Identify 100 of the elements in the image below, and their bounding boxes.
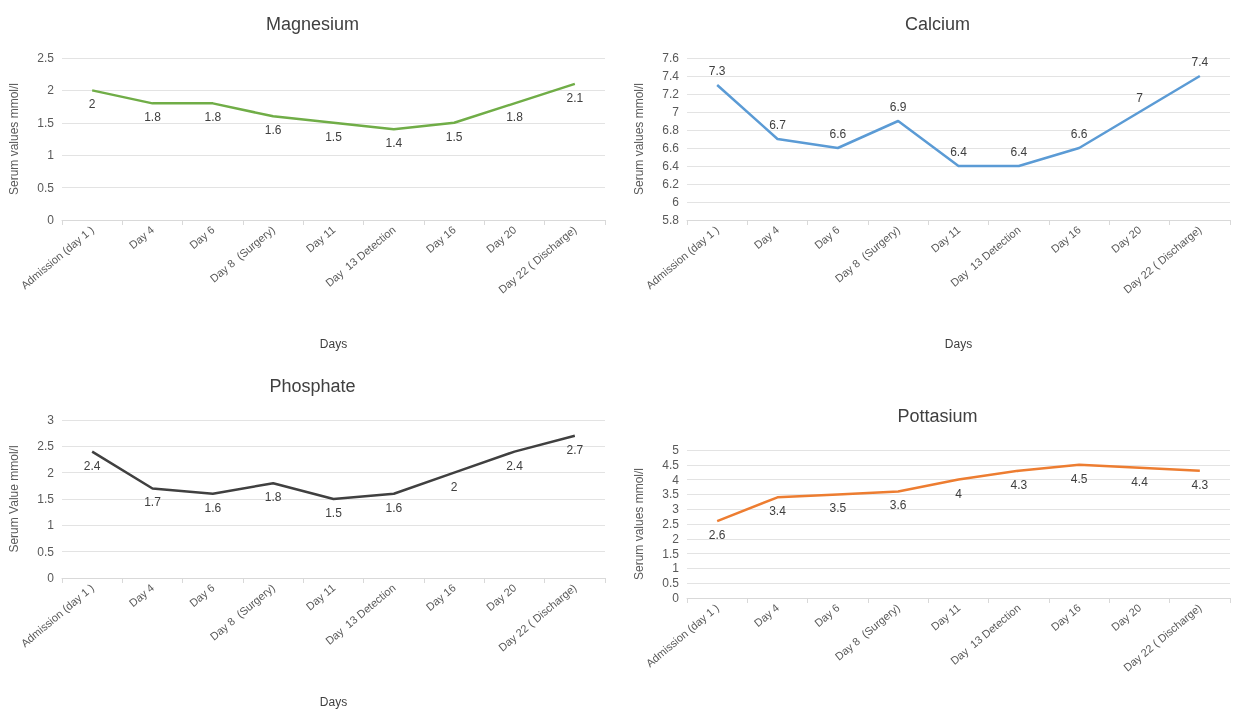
data-label: 1.7 [144, 495, 162, 510]
y-tick-label: 2 [47, 83, 55, 98]
x-axis-title: Days [319, 695, 348, 709]
x-tick-label: Day 16 [1048, 601, 1084, 634]
y-tick-label: 0 [47, 213, 55, 227]
y-tick-label: 1 [47, 148, 55, 163]
data-label: 6.9 [889, 100, 907, 114]
x-tick-label: Day 20 [1108, 223, 1144, 256]
y-tick-label: 2 [47, 465, 55, 480]
y-axis-title: Serum values mmol/l [7, 82, 21, 196]
data-label: 6.6 [1070, 127, 1088, 141]
x-tick-label: Day 16 [423, 223, 459, 256]
chart-title: Pottasium [897, 406, 978, 426]
data-label: 1.5 [325, 506, 343, 520]
chart-title: Calcium [904, 14, 971, 34]
x-axis-title: Days [944, 337, 973, 351]
y-tick-label: 2 [672, 531, 680, 546]
data-label: 4.5 [1070, 471, 1088, 486]
y-tick-label: 1.5 [662, 546, 680, 561]
y-tick-label: 1 [672, 561, 680, 576]
y-tick-label: 6.8 [662, 123, 680, 137]
chart-title: Phosphate [269, 376, 356, 396]
data-label: 1.8 [506, 110, 524, 125]
data-label: 1.5 [325, 129, 343, 144]
data-label: 1.4 [385, 136, 403, 151]
y-tick-label: 6.4 [662, 159, 680, 173]
x-tick-label: Day 6 [811, 223, 842, 252]
x-tick-label: Day 4 [126, 223, 157, 252]
x-tick-label: Day 6 [186, 581, 217, 610]
y-tick-label: 5 [672, 443, 680, 457]
y-tick-label: 3.5 [662, 487, 680, 502]
x-tick-label: Day 6 [811, 601, 842, 630]
x-tick-label: Day 4 [126, 581, 157, 610]
x-tick-label: Day 11 [928, 223, 963, 255]
y-axis-title: Serum values mmol/l [632, 467, 646, 581]
data-label: 1.6 [264, 123, 282, 138]
data-label: 2.1 [566, 90, 584, 105]
y-tick-label: 0 [47, 571, 55, 585]
y-tick-label: 7 [672, 105, 680, 119]
y-axis-title: Serum Value mmol/l [7, 445, 21, 553]
line-series [715, 74, 1202, 168]
x-tick-label: Day 4 [751, 223, 782, 252]
y-tick-label: 2.5 [37, 439, 55, 454]
data-label: 2 [88, 97, 96, 112]
x-tick-label: Day 20 [483, 581, 519, 614]
x-tick-label: Day 16 [1048, 223, 1084, 256]
y-tick-label: 7.4 [662, 69, 680, 83]
y-tick-label: 0.5 [662, 576, 680, 591]
x-tick-label: Day 4 [751, 601, 782, 630]
y-tick-label: 4 [672, 472, 680, 487]
y-tick-label: 6.2 [662, 177, 680, 191]
y-tick-label: 7.6 [662, 51, 680, 65]
data-label: 1.8 [264, 490, 282, 505]
y-tick-label: 3 [672, 502, 680, 517]
data-label: 1.6 [204, 500, 222, 515]
x-tick-label: Day 16 [423, 581, 459, 614]
y-tick-label: 6.6 [662, 141, 680, 155]
x-tick-label: Day 20 [1108, 601, 1144, 634]
data-label: 7.3 [708, 64, 726, 78]
y-tick-label: 7.2 [662, 87, 680, 101]
y-tick-label: 0 [672, 591, 680, 605]
data-label: 2 [450, 479, 458, 494]
data-label: 2.4 [506, 458, 524, 473]
y-tick-label: 1.5 [37, 492, 55, 506]
data-label: 4 [955, 486, 963, 501]
data-label: 3.6 [889, 498, 907, 513]
y-tick-label: 0.5 [37, 180, 55, 195]
data-label: 6.7 [769, 118, 787, 132]
x-axis-title: Days [319, 337, 348, 351]
x-tick-label: Day 11 [928, 601, 963, 633]
y-axis-title: Serum values mmol/l [632, 82, 646, 196]
data-label: 1.5 [445, 129, 463, 144]
data-label: 4.4 [1131, 474, 1149, 489]
data-label: 2.4 [83, 458, 101, 473]
data-label: 1.6 [385, 500, 403, 515]
x-tick-label: Day 11 [303, 581, 338, 613]
data-label: 4.3 [1010, 477, 1028, 492]
y-tick-label: 2.5 [37, 51, 55, 65]
y-tick-label: 3 [47, 413, 55, 427]
x-tick-label: Day 20 [483, 223, 519, 256]
y-tick-label: 5.8 [662, 213, 680, 227]
data-label: 3.5 [829, 501, 847, 516]
y-tick-label: 2.5 [662, 517, 680, 531]
data-label: 1.8 [144, 110, 162, 125]
x-tick-label: Day 11 [303, 223, 338, 255]
chart-title: Magnesium [265, 14, 360, 34]
data-label: 7.4 [1191, 55, 1209, 69]
data-label: 6.4 [1010, 145, 1028, 159]
data-label: 7 [1136, 91, 1144, 105]
data-label: 2.6 [708, 528, 726, 543]
data-label: 6.6 [829, 127, 847, 141]
data-label: 4.3 [1191, 477, 1209, 492]
data-label: 6.4 [950, 145, 968, 159]
y-tick-label: 6 [672, 195, 680, 209]
y-tick-label: 4.5 [662, 457, 680, 472]
y-tick-label: 1.5 [37, 115, 55, 130]
data-label: 2.7 [566, 442, 584, 457]
data-label: 3.4 [769, 504, 787, 519]
x-tick-label: Day 6 [186, 223, 217, 252]
y-tick-label: 1 [47, 518, 55, 533]
